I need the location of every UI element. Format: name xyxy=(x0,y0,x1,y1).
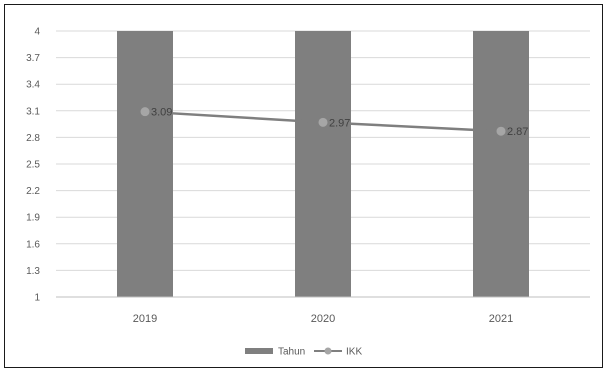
line-ikk: 3.09 2.97 2.87 xyxy=(140,107,528,138)
bar-tahun xyxy=(473,31,529,297)
ikk-point xyxy=(140,107,150,117)
y-tick-label: 2.5 xyxy=(26,160,40,171)
x-axis-ticks: 2019 2020 2021 xyxy=(56,296,590,325)
y-axis-ticks: 1 1.3 1.6 1.9 2.2 2.5 2.8 3.1 3.4 3.7 4 xyxy=(26,27,40,304)
bars-tahun xyxy=(117,31,529,297)
y-tick-label: 1.6 xyxy=(26,239,40,250)
legend-label-tahun: Tahun xyxy=(278,347,305,358)
ikk-point xyxy=(318,117,328,127)
y-tick-label: 1.3 xyxy=(26,266,40,277)
legend-swatch-ikk-marker xyxy=(324,347,332,355)
bar-tahun xyxy=(295,31,351,297)
ikk-data-label: 3.09 xyxy=(151,107,172,119)
y-tick-label: 3.7 xyxy=(26,53,40,64)
x-tick-label: 2020 xyxy=(311,313,335,325)
y-tick-label: 3.1 xyxy=(26,106,40,117)
y-tick-label: 1 xyxy=(34,293,40,304)
ikk-data-label: 2.87 xyxy=(507,126,528,138)
legend: Tahun IKK xyxy=(245,347,362,358)
y-tick-label: 2.2 xyxy=(26,186,40,197)
y-tick-label: 4 xyxy=(34,27,40,38)
x-tick-label: 2021 xyxy=(489,313,513,325)
ikk-data-label: 2.97 xyxy=(329,117,350,129)
y-tick-label: 2.8 xyxy=(26,133,40,144)
ikk-point xyxy=(496,126,506,136)
y-tick-label: 3.4 xyxy=(26,80,40,91)
legend-swatch-tahun xyxy=(245,348,273,354)
bar-tahun xyxy=(117,31,173,297)
y-tick-label: 1.9 xyxy=(26,213,40,224)
legend-label-ikk: IKK xyxy=(346,347,362,358)
x-tick-label: 2019 xyxy=(133,313,157,325)
